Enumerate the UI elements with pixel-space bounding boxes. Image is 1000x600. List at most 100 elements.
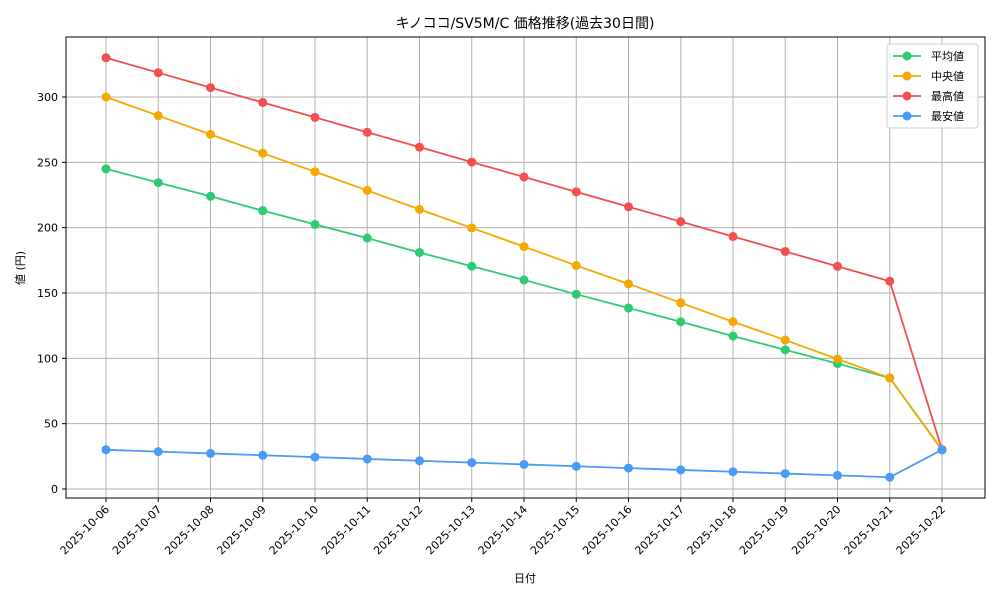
data-point <box>258 450 268 460</box>
legend-label: 最安値 <box>931 109 964 123</box>
data-point <box>310 219 320 229</box>
data-point <box>885 276 895 286</box>
legend-marker <box>902 71 912 81</box>
data-point <box>206 83 215 93</box>
x-tick-label: 2025-10-10 <box>267 503 321 557</box>
plot-frame <box>65 36 986 499</box>
x-tick-label: 2025-10-16 <box>580 503 634 557</box>
x-tick-label: 2025-10-06 <box>58 503 112 557</box>
data-point <box>676 298 686 308</box>
data-point <box>780 335 790 345</box>
data-point <box>519 172 529 182</box>
y-tick-label: 150 <box>37 287 58 300</box>
data-point <box>676 317 686 327</box>
y-tick-label: 200 <box>37 222 58 235</box>
data-point <box>153 68 163 78</box>
x-tick-label: 2025-10-21 <box>841 503 895 557</box>
x-tick-label: 2025-10-12 <box>371 503 425 557</box>
data-point <box>571 289 581 299</box>
data-point <box>310 452 320 462</box>
data-point <box>362 185 372 195</box>
data-point <box>153 447 163 457</box>
chart-title: キノココ/SV5M/C 価格推移(過去30日間) <box>396 16 655 32</box>
data-point <box>571 461 581 471</box>
x-tick-label: 2025-10-13 <box>423 503 477 557</box>
series-lines <box>101 53 947 482</box>
data-point <box>467 458 477 468</box>
x-axis-label: 日付 <box>514 572 536 585</box>
data-point <box>415 204 424 214</box>
data-point <box>728 331 738 341</box>
y-tick-label: 100 <box>37 352 58 365</box>
data-point <box>153 111 163 121</box>
data-point <box>937 445 947 455</box>
data-point <box>780 345 790 355</box>
data-point <box>676 465 686 475</box>
legend-marker <box>902 111 912 121</box>
x-tick-label: 2025-10-09 <box>214 503 268 557</box>
data-point <box>624 303 633 313</box>
data-point <box>519 242 529 252</box>
x-tick-label: 2025-10-22 <box>894 503 948 557</box>
data-point <box>519 459 529 469</box>
data-point <box>833 261 842 271</box>
x-axis: 2025-10-062025-10-072025-10-082025-10-09… <box>58 498 948 557</box>
data-point <box>101 445 111 455</box>
data-point <box>258 148 268 158</box>
data-point <box>728 317 738 327</box>
data-point <box>415 142 424 152</box>
data-point <box>206 448 215 458</box>
x-tick-label: 2025-10-18 <box>685 503 739 557</box>
y-tick-label: 0 <box>51 483 58 496</box>
data-point <box>885 373 895 383</box>
x-tick-label: 2025-10-14 <box>476 503 530 557</box>
y-tick-label: 300 <box>37 91 58 104</box>
data-point <box>624 279 633 289</box>
data-point <box>415 247 424 257</box>
data-point <box>676 217 686 227</box>
legend-marker <box>902 91 912 101</box>
series-2 <box>101 53 947 455</box>
data-point <box>728 232 738 242</box>
data-point <box>415 456 424 466</box>
data-point <box>624 202 633 212</box>
data-point <box>101 164 111 174</box>
legend-marker <box>902 51 912 61</box>
data-point <box>519 275 529 285</box>
data-point <box>571 187 581 197</box>
x-tick-label: 2025-10-17 <box>632 503 686 557</box>
data-point <box>467 157 477 167</box>
y-tick-label: 250 <box>37 156 58 169</box>
data-point <box>310 112 320 122</box>
x-tick-label: 2025-10-20 <box>789 503 843 557</box>
series-3 <box>101 445 947 482</box>
data-point <box>362 454 372 464</box>
data-point <box>571 261 581 271</box>
data-point <box>206 191 215 201</box>
data-point <box>206 129 215 139</box>
data-point <box>101 92 111 102</box>
x-tick-label: 2025-10-15 <box>528 503 582 557</box>
x-tick-label: 2025-10-19 <box>737 503 791 557</box>
series-1 <box>101 92 947 455</box>
data-point <box>728 467 738 477</box>
x-tick-label: 2025-10-11 <box>319 503 373 557</box>
x-tick-label: 2025-10-07 <box>110 503 164 557</box>
data-point <box>467 223 477 233</box>
legend-label: 最高値 <box>931 89 964 103</box>
data-point <box>624 463 633 473</box>
legend-box <box>886 43 979 129</box>
data-point <box>833 354 842 364</box>
y-axis-label: 値 (円) <box>14 251 27 285</box>
data-point <box>258 97 268 107</box>
data-point <box>467 261 477 271</box>
legend-label: 平均値 <box>931 50 964 63</box>
data-point <box>780 246 790 256</box>
data-point <box>362 127 372 137</box>
data-point <box>885 472 895 482</box>
data-point <box>833 470 842 480</box>
data-point <box>780 469 790 479</box>
y-axis: 0 50 100 150 200 250 300 <box>37 91 66 496</box>
x-tick-label: 2025-10-08 <box>162 503 216 557</box>
